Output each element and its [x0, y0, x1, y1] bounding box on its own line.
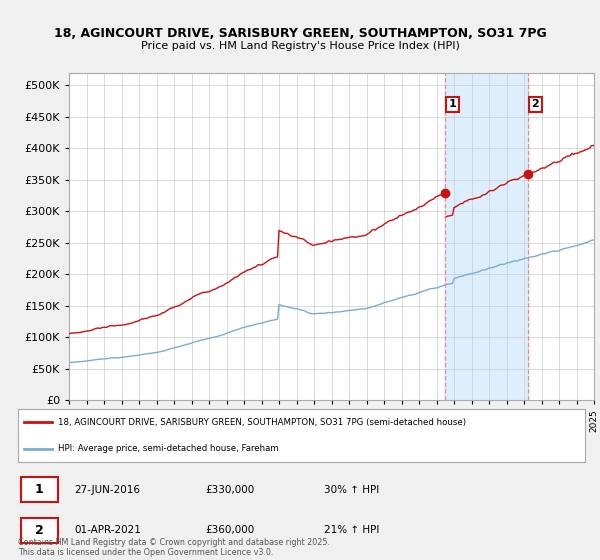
Text: 2: 2	[532, 99, 539, 109]
Text: 1: 1	[448, 99, 456, 109]
Text: Price paid vs. HM Land Registry's House Price Index (HPI): Price paid vs. HM Land Registry's House …	[140, 41, 460, 51]
Text: 01-APR-2021: 01-APR-2021	[75, 525, 142, 535]
FancyBboxPatch shape	[21, 477, 58, 502]
Text: 18, AGINCOURT DRIVE, SARISBURY GREEN, SOUTHAMPTON, SO31 7PG (semi-detached house: 18, AGINCOURT DRIVE, SARISBURY GREEN, SO…	[58, 418, 466, 427]
Text: Contains HM Land Registry data © Crown copyright and database right 2025.
This d: Contains HM Land Registry data © Crown c…	[18, 538, 330, 557]
Text: 30% ↑ HPI: 30% ↑ HPI	[324, 484, 379, 494]
Text: 1: 1	[35, 483, 44, 496]
Text: £360,000: £360,000	[205, 525, 254, 535]
Text: 27-JUN-2016: 27-JUN-2016	[75, 484, 140, 494]
Text: 21% ↑ HPI: 21% ↑ HPI	[324, 525, 380, 535]
Text: HPI: Average price, semi-detached house, Fareham: HPI: Average price, semi-detached house,…	[58, 444, 278, 453]
Text: £330,000: £330,000	[205, 484, 254, 494]
Bar	[445, 73, 529, 400]
Text: 18, AGINCOURT DRIVE, SARISBURY GREEN, SOUTHAMPTON, SO31 7PG: 18, AGINCOURT DRIVE, SARISBURY GREEN, SO…	[53, 27, 547, 40]
Text: 2: 2	[35, 524, 44, 536]
FancyBboxPatch shape	[21, 517, 58, 543]
